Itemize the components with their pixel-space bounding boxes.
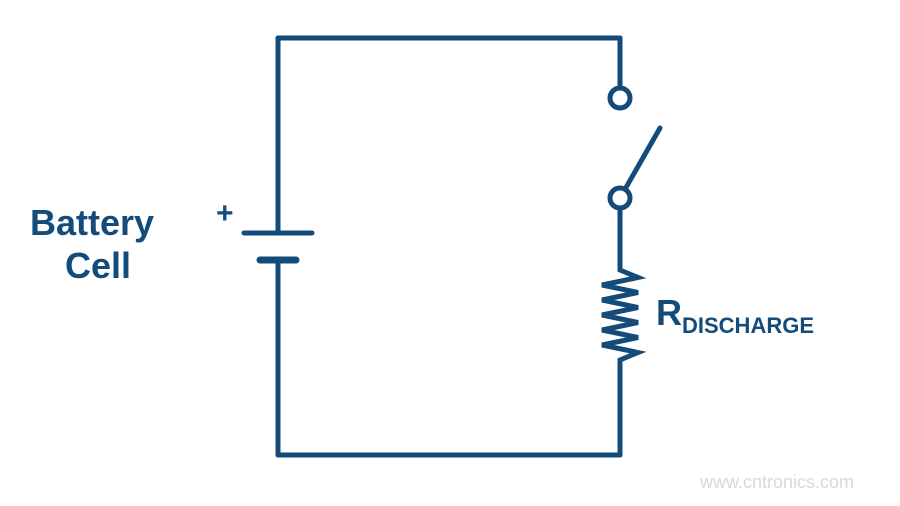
switch-node-bottom [610,188,630,208]
battery-label-line1: Battery [30,202,154,243]
battery-label-line2: Cell [65,245,131,286]
battery-plus-label: + [216,197,234,230]
watermark-text: www.cntronics.com [699,472,854,492]
switch-arm [625,128,660,189]
resistor-symbol [602,260,638,370]
resistor-label-sub: DISCHARGE [682,313,814,338]
switch-node-top [610,88,630,108]
resistor-label-r: R [656,292,682,333]
